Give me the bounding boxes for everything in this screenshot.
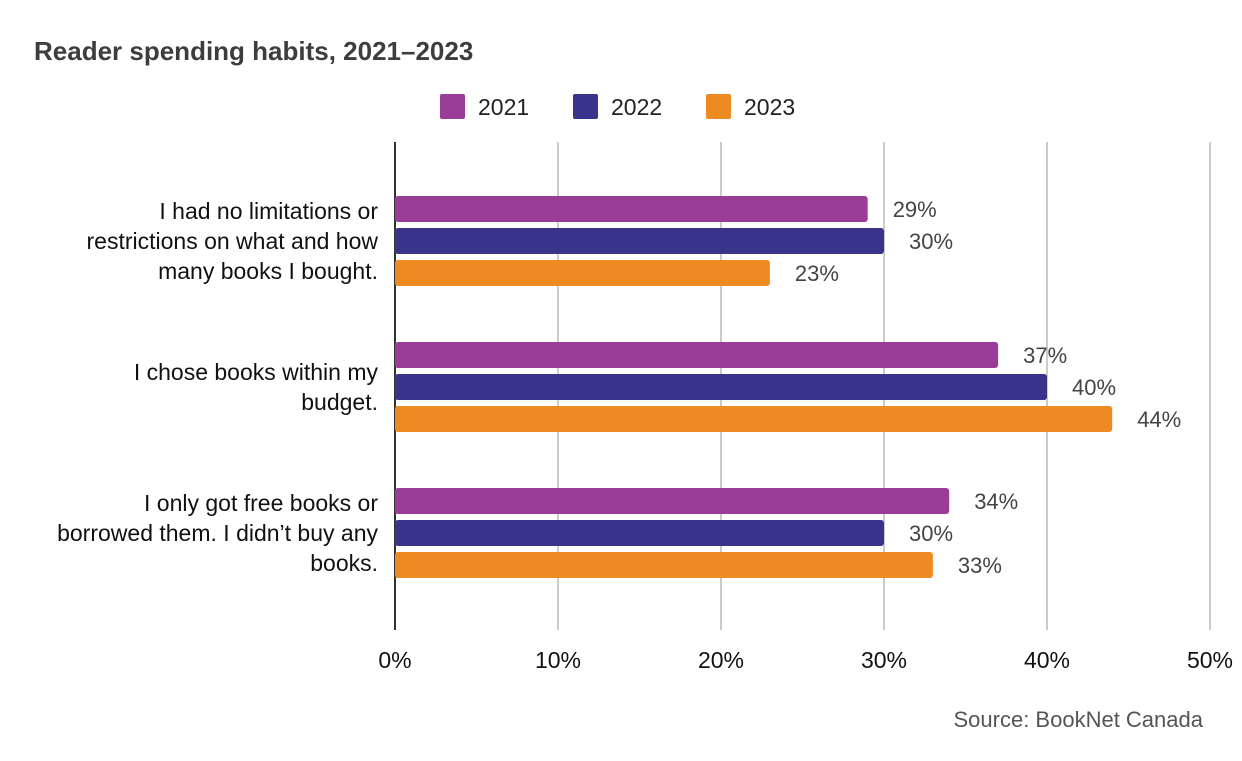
bar-2023 [395, 260, 770, 286]
data-label: 30% [909, 229, 953, 254]
data-label: 44% [1137, 407, 1181, 432]
data-label: 34% [974, 489, 1018, 514]
category-label-line: I only got free books or [144, 490, 378, 516]
legend-label: 2023 [744, 94, 795, 120]
data-label: 33% [958, 553, 1002, 578]
legend-swatch [706, 94, 731, 119]
category-label-line: I chose books within my [134, 359, 379, 385]
x-tick-label: 20% [698, 647, 744, 673]
legend-swatch [573, 94, 598, 119]
bar-2022 [395, 520, 884, 546]
category-label-line: restrictions on what and how [87, 228, 379, 254]
category-label-line: budget. [301, 389, 378, 415]
bar-2023 [395, 552, 933, 578]
category-label: I only got free books or borrowed them. I… [57, 490, 378, 576]
chart-title: Reader spending habits, 2021–2023 [34, 36, 473, 66]
data-label: 29% [893, 197, 937, 222]
data-labels: 29%30%23%37%40%44%34%30%33% [795, 197, 1181, 578]
category-label: I had no limitations or restrictions on w… [87, 198, 379, 284]
category-label-line: I had no limitations or [159, 198, 378, 224]
category-label-line: books. [310, 550, 378, 576]
legend-swatch [440, 94, 465, 119]
data-label: 30% [909, 521, 953, 546]
data-label: 37% [1023, 343, 1067, 368]
x-tick-label: 40% [1024, 647, 1070, 673]
category-labels: I had no limitations or restrictions on w… [57, 198, 378, 576]
category-label-line: borrowed them. I didn’t buy any [57, 520, 378, 546]
data-label: 40% [1072, 375, 1116, 400]
x-tick-label: 0% [378, 647, 411, 673]
bar-2022 [395, 374, 1047, 400]
legend-label: 2022 [611, 94, 662, 120]
legend: 2021 2022 2023 [440, 94, 795, 120]
category-label: I chose books within my budget. [134, 359, 379, 415]
bar-2021 [395, 196, 868, 222]
x-tick-label: 10% [535, 647, 581, 673]
category-label-line: many books I bought. [158, 258, 378, 284]
bar-2021 [395, 488, 950, 514]
legend-label: 2021 [478, 94, 529, 120]
bars [395, 196, 1113, 578]
x-tick-label: 50% [1187, 647, 1233, 673]
source-note: Source: BookNet Canada [954, 707, 1204, 732]
bar-2023 [395, 406, 1113, 432]
data-label: 23% [795, 261, 839, 286]
x-axis-ticks: 0% 10% 20% 30% 40% 50% [378, 647, 1233, 673]
bar-2022 [395, 228, 884, 254]
bar-2021 [395, 342, 999, 368]
x-tick-label: 30% [861, 647, 907, 673]
